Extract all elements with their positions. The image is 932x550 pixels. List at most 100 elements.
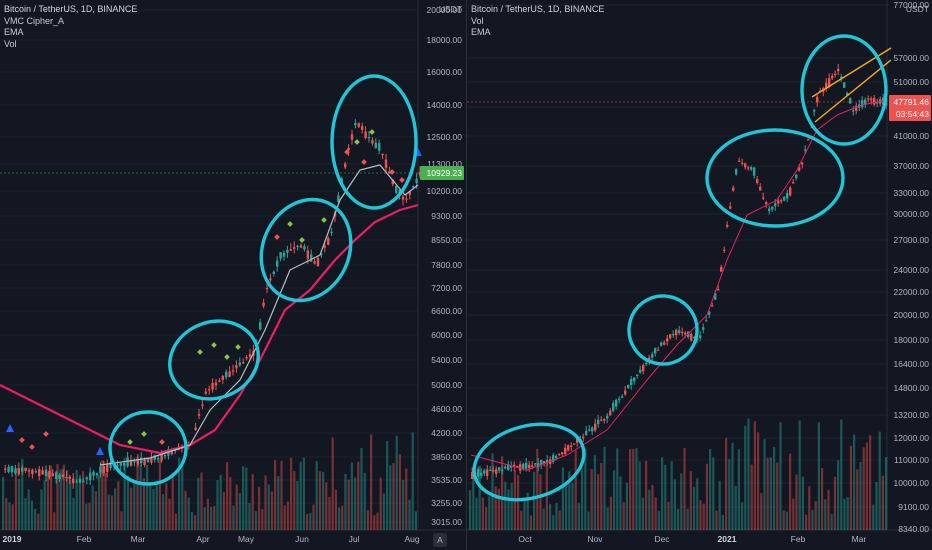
- candle-body: [477, 468, 480, 477]
- candle-body: [531, 465, 534, 467]
- left-symbol-title[interactable]: Bitcoin / TetherUS, 1D, BINANCE: [4, 4, 138, 14]
- candle-body: [381, 153, 384, 156]
- time-axis-label: Mar: [131, 534, 146, 544]
- candle-body: [759, 186, 762, 191]
- right-indicator-vol[interactable]: Vol: [471, 15, 484, 26]
- volume-bar: [673, 479, 676, 530]
- volume-bar: [168, 498, 171, 530]
- candle-body: [27, 470, 31, 472]
- candle-body: [738, 160, 741, 162]
- candle-body: [591, 427, 594, 432]
- right-chart-canvas[interactable]: USDT77000.0057000.0051000.0045000.004100…: [467, 0, 932, 550]
- volume-bar: [251, 474, 254, 530]
- candle-body: [567, 445, 570, 451]
- volume-bar: [274, 460, 277, 530]
- candle-body: [699, 335, 702, 338]
- candle-body: [588, 429, 591, 431]
- volume-bar: [760, 493, 763, 530]
- volume-bar: [242, 466, 245, 530]
- candle-body: [7, 466, 10, 472]
- time-axis-label: Feb: [791, 534, 806, 544]
- candle-body: [388, 171, 391, 174]
- volume-bar: [299, 461, 302, 530]
- volume-bar: [856, 469, 859, 530]
- candle-body: [519, 464, 522, 471]
- candle-body: [789, 187, 792, 196]
- candle-body: [867, 98, 870, 100]
- volume-bar: [66, 470, 69, 530]
- volume-bar: [53, 512, 56, 530]
- volume-bar: [702, 503, 705, 530]
- candle-body: [717, 289, 720, 291]
- candle-body: [693, 337, 696, 339]
- left-indicator-vmc[interactable]: VMC Cipher_A: [4, 15, 65, 26]
- volume-bar: [94, 491, 97, 530]
- volume-bar: [296, 480, 299, 530]
- volume-bar: [849, 445, 852, 530]
- right-indicator-ema[interactable]: EMA: [471, 27, 491, 37]
- candle-body: [163, 455, 167, 457]
- cipher-marker: [299, 237, 305, 243]
- volume-bar: [616, 448, 619, 530]
- volume-bar: [14, 467, 17, 530]
- candle-body: [627, 384, 630, 389]
- candle-body: [615, 399, 618, 407]
- cipher-marker: [197, 349, 203, 355]
- volume-bar: [613, 470, 616, 530]
- cipher-marker: [274, 234, 280, 240]
- left-indicator-ema[interactable]: EMA: [4, 27, 24, 37]
- candle-body: [540, 459, 543, 466]
- annotation-circle: [330, 74, 418, 210]
- volume-bar: [360, 448, 363, 530]
- candle-body: [160, 453, 163, 461]
- candle-body: [741, 162, 744, 164]
- candle-body: [702, 327, 705, 330]
- left-indicator-vol[interactable]: Vol: [4, 38, 17, 49]
- volume-bar: [571, 482, 574, 530]
- volume-bar: [200, 472, 203, 530]
- candle-body: [238, 362, 241, 366]
- volume-bar: [878, 431, 881, 530]
- candle-body: [371, 139, 374, 144]
- candle-body: [753, 167, 756, 176]
- left-chart-panel[interactable]: A USDT 20000.00 18000.00 16000.00 14000.00 125…: [0, 0, 466, 550]
- volume-bar: [120, 511, 123, 530]
- candle-body: [864, 99, 867, 105]
- volume-bar: [536, 448, 539, 530]
- candle-body: [320, 253, 323, 255]
- volume-bar: [50, 465, 53, 530]
- volume-bar: [37, 513, 40, 530]
- price-axis-label: 3255.00: [431, 498, 462, 508]
- cipher-marker: [287, 221, 293, 227]
- right-chart-panel[interactable]: USDT77000.0057000.0051000.0045000.004100…: [466, 0, 932, 550]
- candle-body: [831, 76, 834, 79]
- volume-bar: [619, 476, 622, 530]
- candle-body: [768, 208, 771, 212]
- volume-bar: [715, 510, 718, 530]
- volume-bar: [753, 421, 756, 530]
- volume-bar: [30, 500, 33, 530]
- volume-bar: [721, 514, 724, 530]
- candle-body: [4, 468, 7, 470]
- annotation-circle: [168, 319, 260, 401]
- candle-body: [170, 451, 173, 455]
- candle-body: [801, 162, 804, 165]
- candle-body: [501, 469, 504, 472]
- left-legend: Bitcoin / TetherUS, 1D, BINANCE VMC Ciph…: [4, 4, 137, 50]
- right-symbol-title[interactable]: Bitcoin / TetherUS, 1D, BINANCE: [471, 4, 605, 14]
- price-axis-label: 11300.00: [427, 159, 462, 169]
- candle-body: [51, 473, 54, 477]
- candle-body: [153, 455, 156, 460]
- volume-bar: [229, 477, 232, 530]
- candle-body: [576, 438, 579, 443]
- candle-body: [816, 96, 819, 103]
- cipher-marker: [344, 149, 350, 155]
- candle-body: [146, 457, 150, 463]
- candle-body: [522, 463, 525, 469]
- volume-bar: [270, 491, 273, 530]
- candle-body: [765, 202, 768, 204]
- volume-bar: [555, 502, 558, 530]
- volume-bar: [258, 486, 261, 530]
- volume-bar: [529, 515, 532, 530]
